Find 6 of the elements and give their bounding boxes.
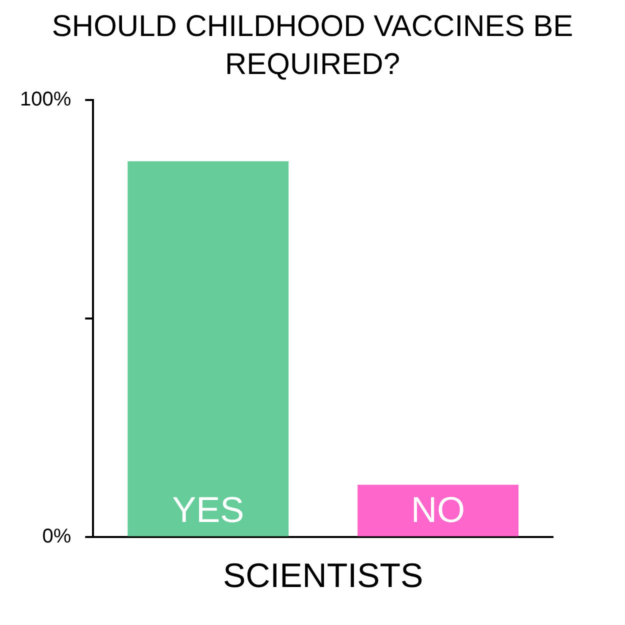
x-tick-label: YES bbox=[172, 489, 244, 530]
chart-title: SHOULD CHILDHOOD VACCINES BE REQUIRED? bbox=[50, 9, 574, 83]
y-tick-label: 100% bbox=[20, 88, 72, 111]
x-tick-label: NO bbox=[411, 489, 466, 530]
y-tick-label: 0% bbox=[42, 526, 72, 548]
x-axis-title: SCIENTISTS bbox=[222, 556, 424, 595]
